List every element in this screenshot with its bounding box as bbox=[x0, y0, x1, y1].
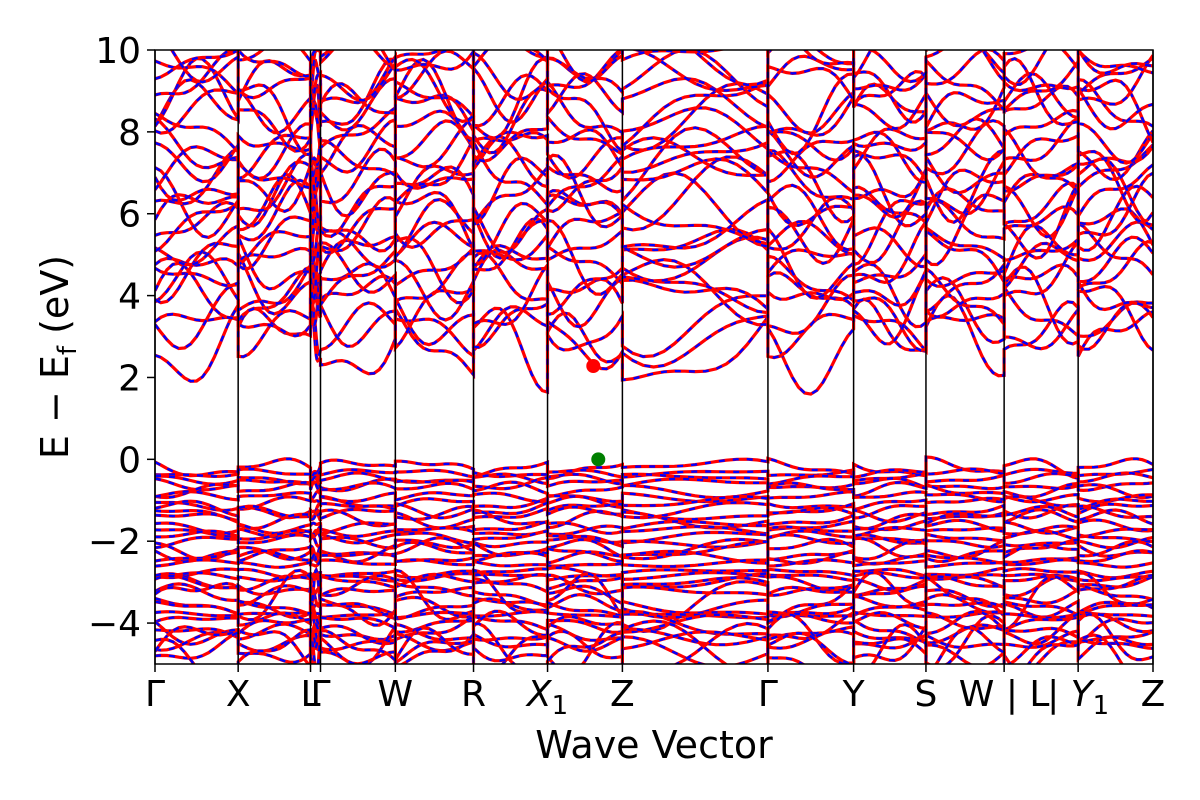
y-tick-label: 6 bbox=[118, 195, 141, 236]
band-line-down bbox=[155, 582, 1153, 608]
band-line-down bbox=[155, 610, 1153, 621]
band-line-down bbox=[155, 57, 1153, 156]
y-tick-label: 4 bbox=[118, 277, 141, 318]
x-tick-label: Y bbox=[842, 674, 866, 715]
y-tick-label: 10 bbox=[95, 31, 141, 72]
vbm-marker bbox=[591, 452, 606, 467]
x-tick-label: Γ bbox=[758, 674, 778, 715]
y-tick-label: −4 bbox=[88, 604, 141, 645]
band-line-up bbox=[155, 629, 1153, 664]
y-tick-label: 0 bbox=[118, 440, 141, 481]
band-line-down bbox=[155, 153, 1153, 239]
band-line-down bbox=[155, 508, 1153, 530]
band-line-down bbox=[155, 571, 1153, 583]
band-line-down bbox=[155, 536, 1153, 562]
band-line-down bbox=[155, 533, 1153, 550]
x-tick-label: Γ bbox=[145, 674, 165, 715]
cbm-marker bbox=[586, 359, 601, 374]
band-line-down bbox=[155, 301, 1153, 371]
x-tick-label: X1 bbox=[525, 674, 568, 721]
x-tick-label: W | L bbox=[959, 674, 1050, 715]
band-line-down bbox=[155, 593, 1153, 619]
plot-frame bbox=[154, 49, 1154, 665]
band-line-down bbox=[155, 273, 1153, 358]
band-line-down bbox=[155, 612, 1153, 664]
band-edge-markers bbox=[586, 359, 606, 467]
y-tick-label: 2 bbox=[118, 358, 141, 399]
band-line-up bbox=[155, 609, 1153, 648]
band-line-down bbox=[155, 499, 1153, 520]
band-lines bbox=[155, 50, 1153, 664]
y-tick-label: −2 bbox=[88, 522, 141, 563]
band-line-down bbox=[155, 480, 1153, 499]
x-tick-label: Z bbox=[610, 674, 635, 715]
band-line-down bbox=[155, 99, 1153, 165]
y-axis-ticks: −4 −2 0 2 4 6 8 10 bbox=[88, 31, 155, 645]
band-line-down bbox=[155, 467, 1153, 479]
band-line-down bbox=[155, 50, 1153, 103]
band-line-down bbox=[155, 495, 1153, 512]
x-tick-label: L bbox=[300, 674, 320, 715]
x-axis-label: Wave Vector bbox=[535, 723, 773, 767]
band-line-down bbox=[155, 50, 1153, 83]
x-tick-label: Z bbox=[1141, 674, 1166, 715]
y-axis-label: E − Ef (eV) bbox=[33, 255, 83, 459]
band-line-down bbox=[155, 597, 1153, 621]
high-symmetry-lines bbox=[154, 50, 1154, 664]
band-line-down bbox=[155, 147, 1153, 230]
x-tick-label: | Y1 bbox=[1047, 674, 1109, 721]
band-line-down bbox=[155, 622, 1124, 664]
x-tick-label: X bbox=[226, 674, 251, 715]
band-line-down bbox=[155, 72, 1153, 135]
x-tick-label: S bbox=[915, 674, 938, 715]
band-line-down bbox=[155, 549, 1153, 566]
x-tick-label: W bbox=[378, 674, 414, 715]
svg-text:E − Ef (eV): E − Ef (eV) bbox=[33, 255, 83, 459]
band-line-down bbox=[155, 558, 1153, 569]
band-line-down bbox=[170, 50, 1153, 87]
band-line-down bbox=[155, 135, 1153, 195]
x-tick-label: Γ bbox=[310, 674, 330, 715]
band-line-down bbox=[155, 116, 1153, 181]
x-axis-ticks: Γ X LΓ W R X1 Z Γ Y S W | L| Y1 Z bbox=[145, 664, 1165, 721]
band-line-down bbox=[155, 475, 1153, 492]
band-line-down bbox=[155, 196, 1153, 270]
band-line-down bbox=[155, 217, 1153, 307]
x-tick-label: R bbox=[461, 674, 486, 715]
y-tick-label: 8 bbox=[118, 113, 141, 154]
band-line-up bbox=[155, 571, 1153, 593]
band-line-down bbox=[155, 471, 1153, 486]
band-line-down bbox=[155, 540, 1153, 564]
